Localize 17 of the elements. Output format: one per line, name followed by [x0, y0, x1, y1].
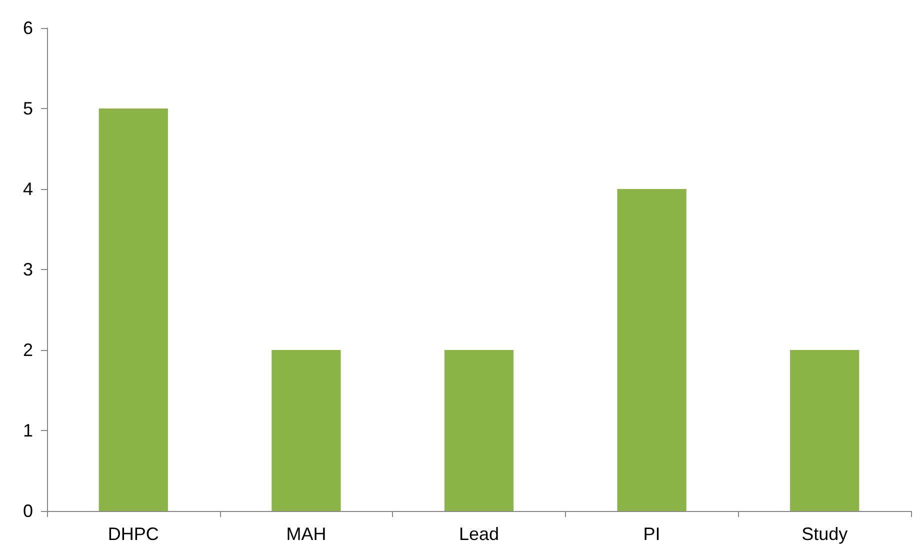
y-tick-label: 6 [22, 18, 33, 38]
y-tick-label: 3 [22, 260, 33, 280]
bar [790, 350, 860, 511]
bar [272, 350, 341, 511]
y-tick-label: 5 [22, 98, 33, 118]
bar [98, 108, 168, 511]
y-tick-label: 4 [22, 179, 33, 199]
x-tick-label: DHPC [108, 524, 159, 544]
x-tick-label: Study [802, 524, 848, 544]
x-tick-label: MAH [286, 524, 326, 544]
bar [617, 189, 686, 511]
y-tick-label: 1 [22, 420, 33, 440]
x-tick-label: PI [643, 524, 660, 544]
y-tick-label: 2 [22, 340, 33, 360]
bar [444, 350, 514, 511]
x-tick-label: Lead [458, 524, 500, 544]
y-tick-label: 0 [22, 501, 33, 521]
